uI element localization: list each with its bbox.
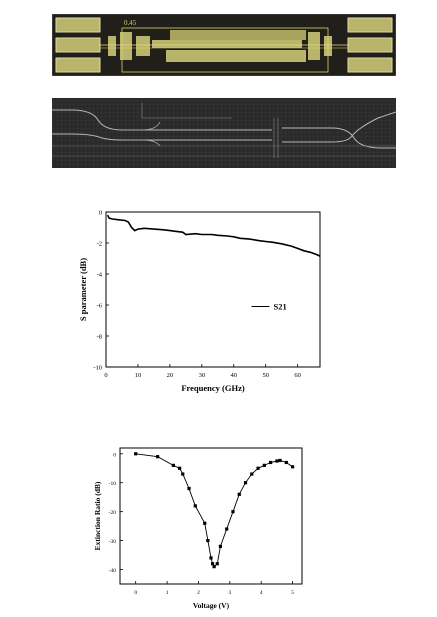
x-tick-label: 10	[135, 372, 142, 379]
data-point	[215, 562, 219, 566]
x-tick-label: 0	[104, 372, 107, 379]
data-point	[209, 556, 213, 560]
er-plot-area: 0 1 2 3 4 5 0 -10 -20 -30 -40 Voltage (V) Extinction…	[93, 447, 303, 610]
data-point	[256, 466, 260, 470]
x-axis-label: Frequency (GHz)	[181, 383, 245, 393]
data-point	[178, 466, 182, 470]
data-point	[243, 481, 248, 485]
x-tick-label: 60	[294, 372, 301, 379]
chip-micrograph: 0.45	[52, 14, 396, 76]
y-tick-label: 0	[113, 452, 116, 458]
extinction-ratio-chart: 0 1 2 3 4 5 0 -10 -20 -30 -40 Voltage (V) Extinction…	[93, 447, 303, 610]
s21-chart: 0 10 20 30 40 50 60 0 -2 -4 -6 -8 -10 Frequency (GHz)…	[78, 210, 321, 393]
x-tick-label: 2	[197, 590, 200, 596]
data-point	[237, 492, 241, 496]
y-tick-label: -8	[97, 334, 102, 341]
y-tick-label: -40	[109, 568, 117, 574]
data-point	[210, 562, 215, 566]
x-tick-label: 50	[262, 372, 269, 379]
sem-image	[52, 98, 396, 168]
y-tick-label: -10	[109, 481, 117, 487]
y-axis-label: Extinction Ratio (dB)	[93, 481, 102, 550]
data-point	[284, 460, 288, 465]
series-line	[106, 214, 321, 257]
data-point	[134, 452, 138, 456]
y-axis-label: S parameter (dB)	[78, 258, 88, 321]
data-point	[212, 565, 216, 569]
y-tick-label: -20	[109, 510, 117, 516]
data-point	[187, 486, 191, 491]
y-tick-label: -10	[93, 365, 102, 372]
data-point	[156, 455, 160, 459]
data-point	[206, 538, 210, 543]
data-point	[290, 465, 295, 469]
x-tick-label: 0	[134, 590, 137, 596]
x-tick-label: 40	[231, 372, 238, 379]
data-point	[275, 459, 279, 463]
x-tick-label: 3	[228, 590, 231, 596]
data-point	[203, 521, 207, 525]
y-tick-label: -2	[97, 241, 102, 248]
y-tick-label: -6	[97, 303, 103, 310]
data-point	[193, 504, 197, 508]
data-point	[231, 510, 235, 514]
data-point	[269, 460, 273, 465]
s21-plot-area: 0 10 20 30 40 50 60 0 -2 -4 -6 -8 -10 Frequency (GHz)…	[78, 210, 321, 393]
data-point	[171, 463, 175, 467]
plot-frame	[105, 211, 321, 368]
x-tick-label: 4	[260, 590, 263, 596]
chip-label: 0.45	[124, 19, 137, 27]
series-line	[135, 453, 293, 568]
x-tick-label: 5	[291, 590, 294, 596]
y-tick-label: -4	[97, 272, 103, 279]
y-tick-label: -30	[109, 539, 117, 545]
data-point	[262, 463, 266, 467]
data-point	[250, 472, 254, 476]
data-point	[225, 527, 229, 531]
x-tick-label: 30	[199, 372, 206, 379]
data-point	[278, 458, 282, 463]
legend-label: S21	[274, 302, 287, 312]
x-axis-label: Voltage (V)	[193, 601, 230, 610]
x-tick-label: 20	[167, 372, 174, 379]
data-point	[181, 472, 185, 476]
data-point	[218, 544, 223, 548]
y-tick-label: 0	[99, 210, 102, 217]
x-tick-label: 1	[166, 590, 169, 596]
plot-frame	[119, 447, 303, 585]
